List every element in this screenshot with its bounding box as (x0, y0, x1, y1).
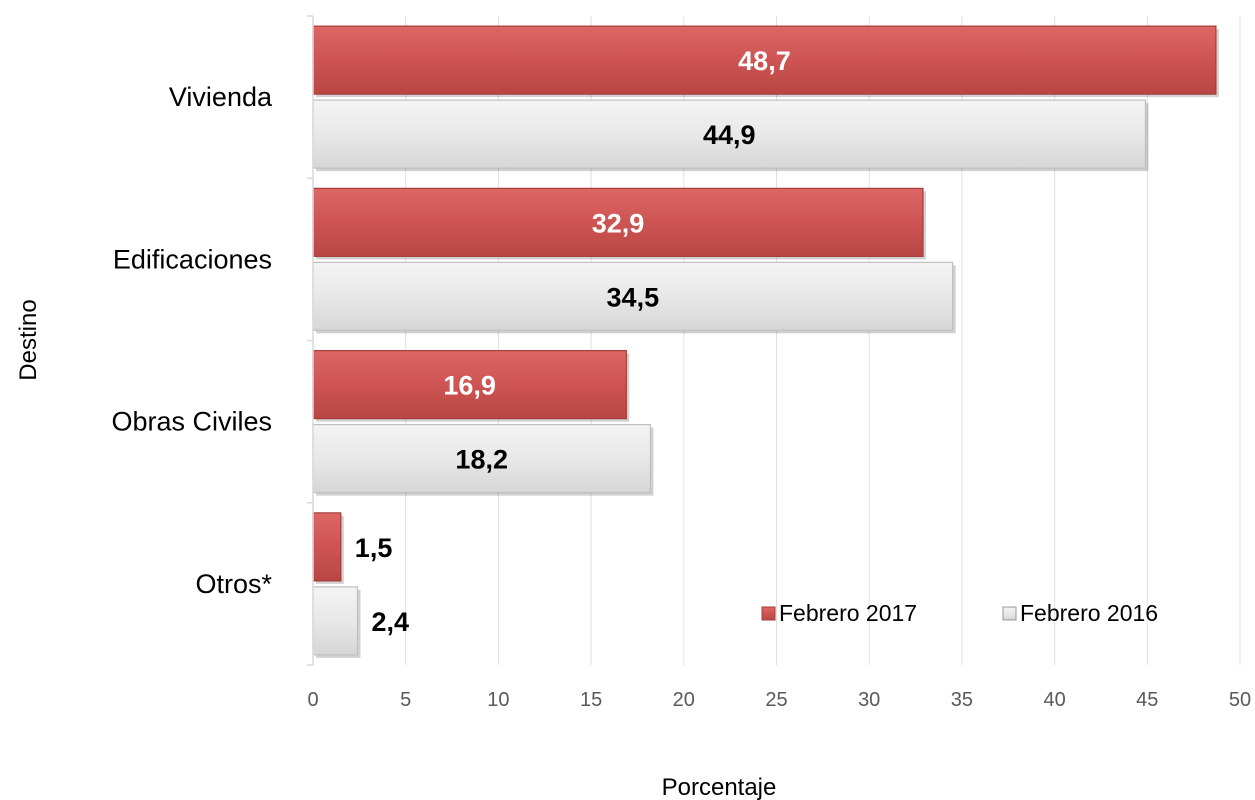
data-label: 48,7 (738, 46, 791, 76)
x-tick-label: 0 (307, 689, 318, 711)
legend-swatch (761, 606, 776, 621)
legend-label: Febrero 2016 (1020, 600, 1158, 626)
category-label: Otros* (195, 569, 272, 599)
legend: Febrero 2017 Febrero 2016 (761, 600, 1158, 626)
bar-febrero-2017 (312, 512, 342, 582)
category-label: Obras Civiles (111, 407, 272, 437)
data-label: 2,4 (371, 607, 409, 637)
x-tick-label: 20 (673, 689, 695, 711)
y-axis-title: Destino (15, 299, 42, 380)
legend-item-febrero-2016: Febrero 2016 (1002, 600, 1158, 626)
data-label: 18,2 (455, 445, 508, 475)
x-tick-label: 10 (487, 689, 509, 711)
legend-label: Febrero 2017 (779, 600, 917, 626)
x-tick-label: 50 (1229, 689, 1251, 711)
bar-febrero-2017 (312, 25, 1217, 95)
bar-febrero-2016 (312, 424, 652, 494)
category-label: Vivienda (169, 82, 273, 112)
x-tick-label: 45 (1136, 689, 1158, 711)
data-label: 1,5 (355, 533, 393, 563)
axes: 0 5 10 15 20 25 30 35 40 45 50 Vivienda Edificacione… (15, 15, 1251, 800)
bar-febrero-2017 (312, 350, 627, 420)
x-tick-label: 15 (580, 689, 602, 711)
x-tick-label: 35 (951, 689, 973, 711)
bar-febrero-2016 (312, 586, 359, 656)
bar-febrero-2017 (312, 187, 924, 257)
x-tick-label: 5 (400, 689, 411, 711)
legend-swatch (1002, 606, 1017, 621)
data-label: 32,9 (592, 208, 645, 238)
x-tick-label: 40 (1043, 689, 1065, 711)
data-labels: 48,7 32,9 16,9 1,5 44,9 34,5 18,2 2,4 (355, 46, 791, 637)
x-tick-label: 25 (765, 689, 787, 711)
x-tick-label: 30 (858, 689, 880, 711)
legend-item-febrero-2017: Febrero 2017 (761, 600, 917, 626)
data-label: 44,9 (703, 120, 756, 150)
bars (312, 25, 1219, 658)
category-label: Edificaciones (113, 244, 272, 274)
bar-febrero-2016 (312, 261, 954, 331)
data-label: 34,5 (607, 282, 660, 312)
data-label: 16,9 (443, 371, 496, 401)
bar-febrero-2016 (312, 99, 1147, 169)
x-axis-title: Porcentaje (662, 774, 777, 800)
